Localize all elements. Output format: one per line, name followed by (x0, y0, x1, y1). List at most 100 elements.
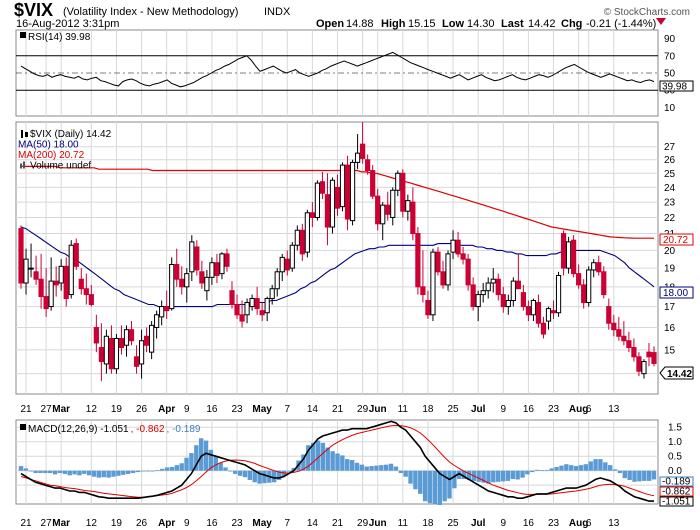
candle-body (606, 306, 612, 324)
macd-histogram-bar (379, 465, 384, 471)
candle-body (490, 278, 496, 284)
chg-label: Chg (561, 18, 582, 30)
candle-body (138, 340, 145, 365)
candle-body (601, 271, 607, 296)
candle-body (113, 337, 120, 370)
ma200-tag-value: 20.72 (663, 235, 688, 246)
macd-line (20, 420, 654, 502)
macd-y-tick-label: 0.0 (668, 466, 682, 477)
candle-body (279, 256, 285, 273)
candlestick (254, 286, 260, 315)
candle-body (299, 229, 305, 255)
date-tick-label: 25 (447, 404, 459, 415)
macd-histogram-bar (388, 463, 394, 471)
candlestick (606, 298, 612, 330)
macd-y-tick-label: 1.5 (668, 423, 682, 434)
macd-histogram-bar (418, 470, 423, 494)
candle-body (128, 329, 135, 342)
date-tick-label: 6 (586, 404, 592, 415)
macd-histogram-bar (466, 470, 472, 480)
price-y-tick-label: 23 (664, 198, 676, 209)
candle-body (425, 300, 431, 316)
date-tick-label: 25 (447, 518, 459, 529)
candlestick (370, 165, 376, 200)
macd-legend-swatch (20, 424, 26, 430)
candle-body (550, 310, 557, 314)
candlestick (415, 227, 421, 295)
candle-body (83, 288, 89, 296)
candlestick (349, 159, 356, 226)
watermark: © StockCharts.com (604, 7, 690, 18)
macd-histogram-bar (500, 470, 506, 482)
date-tick-label: 27 (41, 518, 53, 529)
candle-body (329, 179, 336, 228)
macd-histogram-bar (374, 465, 379, 471)
candle-body (319, 181, 326, 194)
macd-histogram-bar (310, 442, 316, 471)
candlestick (601, 266, 607, 299)
candle-body (450, 239, 456, 253)
candle-body (475, 294, 481, 308)
candlestick (164, 290, 170, 319)
macd-histogram-bar (145, 470, 150, 472)
price-legend-label: Volume undef (30, 161, 91, 172)
last-price-tag-box (659, 366, 694, 380)
candlestick (88, 284, 94, 307)
candlestick (380, 202, 386, 241)
candlestick (515, 253, 521, 290)
candle-body (209, 262, 215, 278)
macd-histogram-bar (495, 470, 501, 482)
candlestick (485, 277, 491, 299)
candlestick (465, 253, 471, 291)
candlestick (73, 238, 79, 270)
ma50-line (20, 226, 655, 308)
candle-body (380, 204, 386, 225)
candle-body (93, 327, 99, 344)
candlestick (249, 294, 255, 311)
candle-body (520, 292, 526, 308)
candlestick (470, 277, 476, 311)
macd-histogram-bar (559, 465, 564, 471)
candlestick (149, 321, 155, 360)
candle-body (219, 253, 225, 275)
macd-histogram-bar (452, 470, 457, 489)
price-y-tick-label: 20 (664, 246, 676, 257)
date-tick-label: 21 (332, 404, 344, 415)
last-label: Last (501, 18, 524, 30)
macd-histogram-bar (481, 470, 486, 483)
candle-body (390, 189, 396, 218)
candle-body (154, 314, 160, 329)
candle-body (189, 241, 195, 273)
macd-histogram-bar (612, 469, 618, 471)
candle-body (510, 280, 516, 302)
candlestick (103, 329, 110, 374)
candlestick (646, 342, 652, 367)
candle-body (149, 324, 155, 353)
macd-histogram-bar (646, 470, 652, 481)
date-tick-label: Aug (569, 518, 588, 529)
macd-histogram-bar (345, 459, 350, 471)
last-price-tag: 14.42 (659, 366, 694, 380)
date-tick-label: 26 (136, 518, 148, 529)
candlestick (500, 286, 506, 313)
signal-tag-box (659, 486, 694, 497)
macd-histogram-bar (116, 470, 121, 476)
macd-histogram-bar (422, 470, 428, 502)
candlestick (344, 155, 351, 231)
macd-histogram-bar (437, 470, 442, 505)
candlestick (189, 235, 195, 282)
macd-y-tick-label: 1.0 (668, 437, 682, 448)
candlestick (199, 260, 205, 289)
date-tick-label: 13 (608, 518, 620, 529)
date-tick-label: Mar (52, 518, 70, 529)
candle-body (370, 170, 376, 197)
macd-histogram-bar (135, 470, 141, 473)
hist-tag-box (659, 476, 694, 487)
macd-histogram-bar (198, 438, 204, 471)
date-tick-label: 7 (284, 404, 290, 415)
candle-body (430, 251, 436, 316)
macd-histogram-bar (77, 470, 82, 476)
price-y-tick-label: 27 (664, 142, 676, 153)
date-tick-label: 16 (523, 404, 535, 415)
